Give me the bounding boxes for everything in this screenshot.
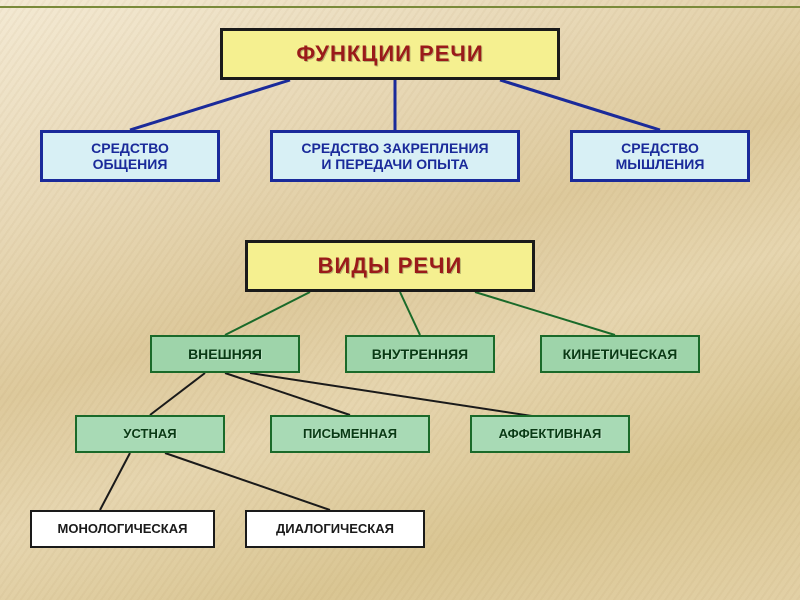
type-level1-label: ВНЕШНЯЯ <box>188 346 262 362</box>
type-level3-label: ДИАЛОГИЧЕСКАЯ <box>276 522 394 537</box>
type-level2-box-2: АФФЕКТИВНАЯ <box>470 415 630 453</box>
types-title-text: ВИДЫ РЕЧИ <box>318 253 463 278</box>
type-level1-box-2: КИНЕТИЧЕСКАЯ <box>540 335 700 373</box>
function-box-0: СРЕДСТВО ОБЩЕНИЯ <box>40 130 220 182</box>
type-level2-box-1: ПИСЬМЕННАЯ <box>270 415 430 453</box>
type-level2-label: АФФЕКТИВНАЯ <box>499 427 602 442</box>
functions-title-box: ФУНКЦИИ РЕЧИ <box>220 28 560 80</box>
type-level2-label: УСТНАЯ <box>123 427 176 442</box>
type-level1-box-1: ВНУТРЕННЯЯ <box>345 335 495 373</box>
types-title-box: ВИДЫ РЕЧИ <box>245 240 535 292</box>
function-label: СРЕДСТВО МЫШЛЕНИЯ <box>616 140 705 172</box>
function-label: СРЕДСТВО ЗАКРЕПЛЕНИЯ И ПЕРЕДАЧИ ОПЫТА <box>301 140 488 172</box>
type-level1-label: КИНЕТИЧЕСКАЯ <box>563 346 678 362</box>
type-level1-box-0: ВНЕШНЯЯ <box>150 335 300 373</box>
functions-title-text: ФУНКЦИИ РЕЧИ <box>296 41 483 66</box>
function-box-2: СРЕДСТВО МЫШЛЕНИЯ <box>570 130 750 182</box>
type-level3-label: МОНОЛОГИЧЕСКАЯ <box>58 522 188 537</box>
type-level1-label: ВНУТРЕННЯЯ <box>372 346 469 362</box>
type-level2-box-0: УСТНАЯ <box>75 415 225 453</box>
type-level3-box-1: ДИАЛОГИЧЕСКАЯ <box>245 510 425 548</box>
type-level2-label: ПИСЬМЕННАЯ <box>303 427 397 442</box>
function-box-1: СРЕДСТВО ЗАКРЕПЛЕНИЯ И ПЕРЕДАЧИ ОПЫТА <box>270 130 520 182</box>
type-level3-box-0: МОНОЛОГИЧЕСКАЯ <box>30 510 215 548</box>
function-label: СРЕДСТВО ОБЩЕНИЯ <box>91 140 169 172</box>
